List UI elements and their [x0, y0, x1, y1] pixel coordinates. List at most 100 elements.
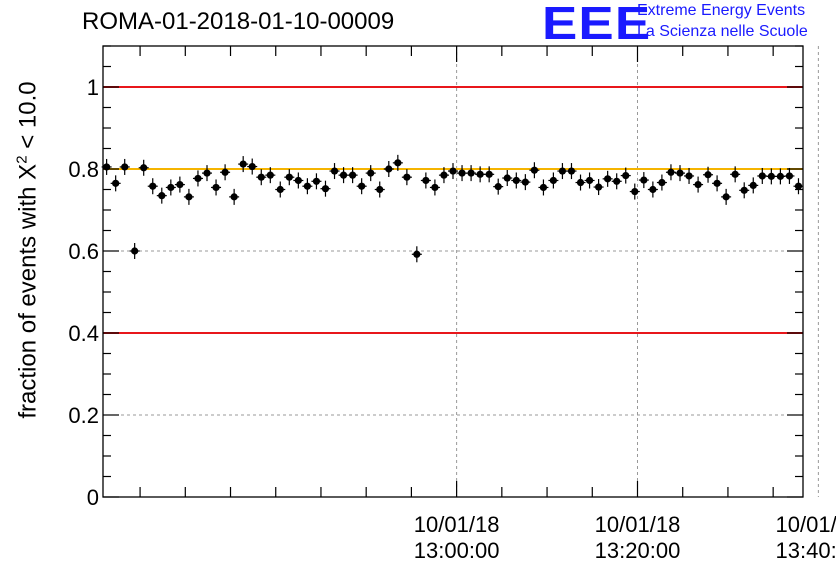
point-marker — [740, 186, 748, 194]
point-marker — [431, 183, 439, 192]
point-marker — [248, 162, 256, 171]
data-point — [365, 165, 376, 182]
data-point — [147, 178, 158, 195]
point-marker — [649, 185, 657, 194]
data-point — [475, 166, 486, 183]
data-point — [493, 178, 504, 195]
point-marker — [276, 185, 284, 194]
point-marker — [257, 173, 265, 181]
point-marker — [312, 177, 321, 185]
data-point — [138, 159, 149, 176]
point-marker — [595, 183, 603, 191]
data-point — [320, 180, 331, 197]
point-marker — [494, 183, 502, 191]
x-tick-date: 10/01/18 — [595, 512, 681, 537]
y-tick-label: 0.8 — [68, 157, 99, 182]
data-point — [748, 177, 759, 194]
data-point — [220, 164, 231, 181]
point-marker — [694, 180, 702, 189]
grid-lines — [103, 46, 819, 497]
point-marker — [467, 169, 475, 177]
data-point — [211, 179, 222, 196]
point-marker — [385, 165, 393, 173]
point-marker — [613, 177, 621, 185]
point-marker — [339, 171, 348, 179]
data-point — [557, 163, 568, 180]
point-marker — [458, 169, 466, 177]
point-marker — [131, 247, 139, 255]
point-marker — [476, 170, 484, 178]
point-marker — [731, 170, 739, 178]
point-marker — [358, 182, 366, 190]
axes — [102, 45, 804, 498]
data-point — [284, 169, 295, 186]
point-marker — [658, 178, 666, 187]
point-marker — [558, 167, 567, 175]
point-marker — [449, 167, 457, 175]
data-points — [101, 154, 804, 263]
data-point — [174, 176, 185, 193]
point-marker — [604, 175, 612, 183]
point-marker — [330, 167, 339, 175]
data-point — [411, 246, 422, 263]
point-marker — [167, 183, 175, 192]
data-point — [238, 156, 249, 173]
point-marker — [239, 160, 247, 168]
data-point — [584, 172, 595, 189]
data-point — [374, 181, 385, 198]
x-tick-date: 10/01/18 — [776, 512, 836, 537]
data-point — [202, 165, 213, 182]
y-tick-labels: 0 0.2 0.4 0.6 0.8 1 — [68, 75, 99, 510]
data-point — [457, 165, 468, 182]
data-point — [684, 167, 695, 184]
data-point — [675, 165, 686, 182]
data-point — [275, 181, 286, 198]
point-marker — [440, 171, 448, 179]
point-marker — [722, 193, 730, 201]
point-marker — [230, 193, 238, 201]
data-point — [511, 172, 522, 189]
point-marker — [521, 178, 529, 186]
point-marker — [713, 179, 721, 187]
data-point — [484, 166, 495, 183]
point-marker — [212, 183, 220, 192]
point-marker — [376, 185, 384, 194]
point-marker — [221, 168, 229, 176]
point-marker — [685, 172, 693, 180]
point-marker — [704, 171, 712, 179]
data-point — [656, 174, 667, 191]
data-point — [529, 162, 540, 179]
data-point — [356, 178, 367, 195]
y-tick-label: 0.2 — [68, 403, 99, 428]
x-tick-time: 13:00:00 — [414, 538, 500, 563]
data-point — [638, 172, 649, 189]
point-marker — [585, 176, 594, 185]
data-point — [693, 176, 704, 193]
point-marker — [530, 166, 538, 174]
y-tick-label: 1 — [87, 75, 99, 100]
data-point — [757, 167, 768, 184]
point-marker — [294, 176, 302, 185]
data-point — [775, 168, 786, 185]
data-point — [629, 183, 640, 200]
data-point — [129, 243, 140, 259]
data-point — [793, 178, 804, 195]
data-point — [784, 167, 795, 184]
y-tick-label: 0.4 — [68, 321, 99, 346]
x-tick-time: 13:20:00 — [595, 538, 681, 563]
data-point — [703, 166, 714, 183]
logo-tagline-2: La Scienza nelle Scuole — [637, 23, 808, 40]
point-marker — [503, 174, 511, 182]
data-point — [265, 167, 276, 184]
point-marker — [413, 250, 421, 258]
point-marker — [303, 182, 311, 190]
point-marker — [394, 159, 402, 167]
point-marker — [285, 173, 293, 181]
data-point — [383, 161, 394, 177]
data-point — [119, 158, 130, 175]
data-point — [293, 172, 304, 189]
point-marker — [794, 182, 803, 190]
point-marker — [176, 180, 184, 189]
point-marker — [121, 163, 129, 171]
